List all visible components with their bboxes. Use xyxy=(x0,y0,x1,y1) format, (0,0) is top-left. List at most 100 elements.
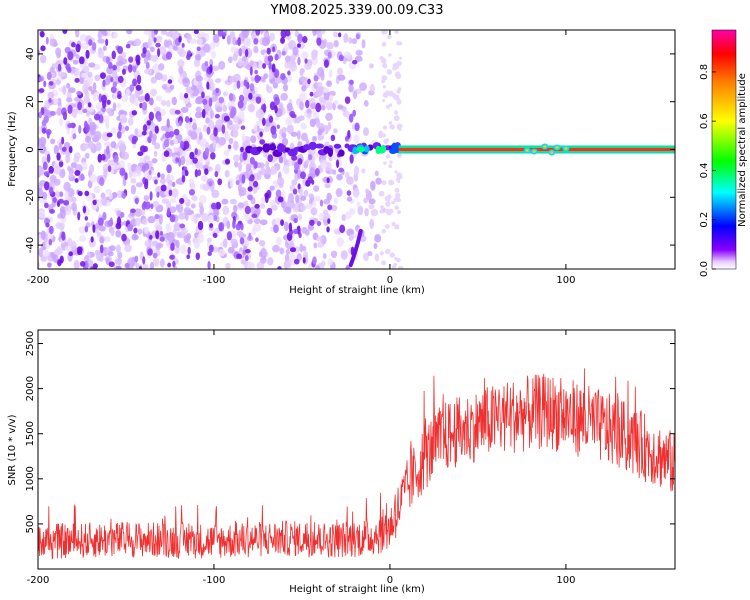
noise-blob xyxy=(121,94,129,103)
noise-blob-strong xyxy=(296,43,302,48)
x-tick-label: -200 xyxy=(27,275,50,286)
noise-blob xyxy=(306,108,312,114)
noise-blob-strong xyxy=(129,84,135,92)
signal-wobble-core xyxy=(555,146,559,149)
noise-blob-strong xyxy=(354,122,360,132)
noise-blob xyxy=(263,73,268,80)
x-tick-label: 0 xyxy=(387,575,393,586)
noise-blob-strong xyxy=(45,36,49,45)
noise-blob xyxy=(193,241,201,249)
noise-blob xyxy=(259,219,268,226)
noise-blob-strong xyxy=(107,165,112,173)
noise-blob xyxy=(238,187,243,197)
noise-blob xyxy=(94,222,99,230)
noise-blob xyxy=(226,35,231,45)
noise-blob xyxy=(326,41,334,50)
noise-blob xyxy=(211,189,220,199)
noise-blob xyxy=(31,158,38,168)
noise-blob xyxy=(290,131,298,137)
fragment-blob xyxy=(256,146,263,152)
noise-blob xyxy=(79,235,86,243)
noise-blob-strong xyxy=(85,49,90,59)
spectrogram-x-ticks: -200 -100 0 100 xyxy=(27,30,575,286)
noise-blob-strong xyxy=(155,230,160,240)
noise-blob xyxy=(280,92,288,101)
noise-blob-strong xyxy=(204,60,209,67)
noise-blob xyxy=(270,205,278,211)
noise-dot xyxy=(379,251,384,256)
noise-blob xyxy=(224,170,230,178)
noise-blob xyxy=(212,139,217,150)
noise-blob-strong xyxy=(65,63,71,71)
noise-blob xyxy=(300,132,308,142)
noise-blob xyxy=(166,99,171,108)
noise-blob xyxy=(171,96,177,106)
noise-blob-strong xyxy=(297,158,303,165)
noise-blob-strong xyxy=(316,220,322,227)
noise-blob-strong xyxy=(142,47,147,54)
noise-blob-strong xyxy=(273,224,279,234)
noise-blob-strong xyxy=(166,118,170,128)
x-tick-label: 100 xyxy=(556,275,575,286)
noise-dot xyxy=(381,228,387,234)
noise-dot xyxy=(383,138,389,144)
noise-blob-strong xyxy=(131,110,138,116)
fragment-blob xyxy=(269,143,277,151)
noise-blob-strong xyxy=(38,76,44,82)
noise-blob-strong xyxy=(38,111,42,119)
noise-blob-strong xyxy=(63,199,70,206)
noise-blob xyxy=(208,120,215,130)
noise-blob-strong xyxy=(67,123,73,129)
noise-dot xyxy=(381,30,387,35)
noise-blob xyxy=(369,83,375,93)
noise-blob-strong xyxy=(167,262,172,268)
noise-blob xyxy=(202,183,211,191)
noise-blob-strong xyxy=(312,256,317,265)
noise-blob-strong xyxy=(204,147,210,157)
y-tick-label: 2000 xyxy=(25,376,36,401)
noise-dot xyxy=(381,180,387,186)
noise-blob xyxy=(130,184,137,195)
noise-blob xyxy=(62,85,67,95)
noise-blob xyxy=(96,251,102,262)
noise-blob xyxy=(284,206,292,214)
noise-blob xyxy=(190,131,198,140)
noise-blob-strong xyxy=(113,154,119,163)
noise-blob xyxy=(111,192,118,198)
noise-blob xyxy=(340,250,348,260)
noise-blob-strong xyxy=(293,217,298,224)
noise-blob-strong xyxy=(44,202,49,209)
noise-blob xyxy=(349,234,355,241)
noise-blob xyxy=(183,235,190,244)
noise-blob xyxy=(253,124,258,132)
noise-blob xyxy=(300,51,309,60)
noise-blob xyxy=(94,130,102,140)
noise-blob xyxy=(253,222,262,232)
noise-blob xyxy=(365,188,370,195)
noise-blob xyxy=(200,174,208,182)
noise-blob-strong xyxy=(183,140,190,150)
noise-blob xyxy=(221,198,229,205)
noise-blob-strong xyxy=(276,124,280,130)
snr-layer xyxy=(38,368,675,560)
noise-blob-strong xyxy=(132,65,137,73)
noise-blob-strong xyxy=(214,171,219,178)
noise-blob-strong xyxy=(141,101,148,111)
noise-blob xyxy=(53,178,61,186)
noise-blob xyxy=(165,223,172,233)
noise-dot xyxy=(381,75,388,81)
noise-blob xyxy=(315,264,320,269)
noise-blob-strong xyxy=(237,37,241,46)
noise-blob xyxy=(195,75,203,82)
noise-dot xyxy=(384,248,391,255)
snr-frame xyxy=(37,329,676,570)
noise-blob-strong xyxy=(170,242,175,252)
noise-blob xyxy=(190,203,196,209)
noise-blob xyxy=(233,140,239,151)
noise-blob xyxy=(252,62,258,70)
noise-blob-strong xyxy=(59,255,64,264)
colorbar-tick-label: 0.4 xyxy=(699,162,710,178)
noise-blob xyxy=(374,234,382,243)
noise-blob xyxy=(41,191,48,200)
noise-blob xyxy=(197,38,203,45)
